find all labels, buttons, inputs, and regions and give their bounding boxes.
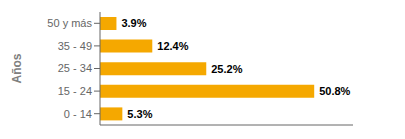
svg-text:50.8%: 50.8%: [319, 85, 350, 97]
svg-text:12.4%: 12.4%: [157, 40, 188, 52]
svg-text:3.9%: 3.9%: [121, 17, 146, 29]
svg-text:0 - 14: 0 - 14: [64, 108, 92, 120]
svg-text:15 - 24: 15 - 24: [58, 85, 92, 97]
svg-text:Años: Años: [10, 53, 24, 83]
svg-text:25 - 34: 25 - 34: [58, 62, 92, 74]
svg-text:25.2%: 25.2%: [211, 63, 242, 75]
svg-text:35 - 49: 35 - 49: [58, 40, 92, 52]
svg-text:5.3%: 5.3%: [127, 108, 152, 120]
svg-text:50 y más: 50 y más: [47, 17, 92, 29]
